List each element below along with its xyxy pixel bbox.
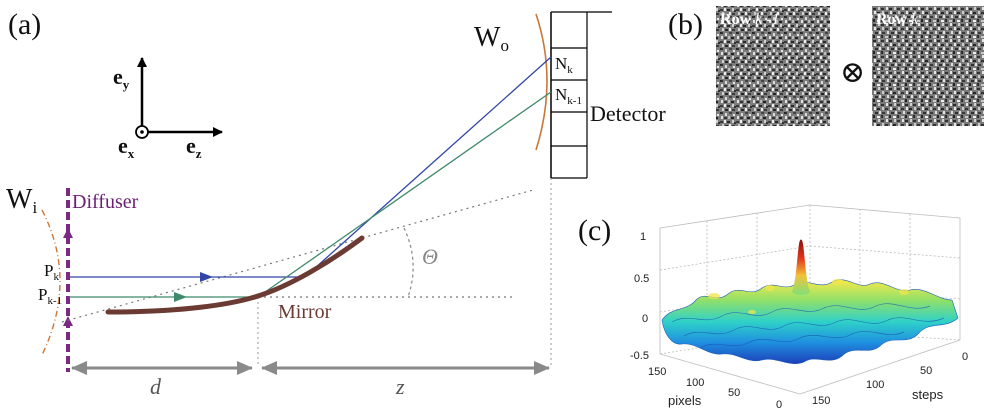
svg-text:Nk-1: Nk-1 <box>555 85 582 107</box>
correlation-3d-plot: 1 0.5 0 -0.5 150 100 50 0 pixels 150 100… <box>630 204 968 411</box>
cross-correlation-operator-icon: ⊗ <box>840 56 865 89</box>
pixel-nk-subscript: k <box>567 64 573 76</box>
pixel-nk1-subscript: k-1 <box>567 95 582 107</box>
pixels-tick-150: 150 <box>648 366 666 378</box>
pixels-tick-100: 100 <box>686 377 704 389</box>
panel-label-a: (a) <box>8 8 41 41</box>
speckle-right-index: k <box>911 11 919 28</box>
steps-tick-100: 100 <box>866 379 884 391</box>
ez-subscript: z <box>196 146 202 161</box>
correlation-surface <box>661 279 959 364</box>
wo-subscript: o <box>500 36 509 55</box>
mirror-label: Mirror <box>278 301 332 323</box>
svg-text:Pk-1: Pk-1 <box>38 285 62 307</box>
input-wavefront-arc <box>41 209 61 356</box>
svg-text:Row k: Row k <box>876 11 919 28</box>
svg-text:Pk: Pk <box>44 261 59 283</box>
pixel-nk1-label: N <box>555 85 567 104</box>
panel-label-c: (c) <box>578 214 611 247</box>
svg-text:Nk: Nk <box>555 54 573 76</box>
green-ray <box>69 91 552 302</box>
wo-label: W <box>474 22 501 53</box>
wi-label: W <box>6 184 33 215</box>
steps-tick-50: 50 <box>920 365 932 377</box>
point-pk-label: P <box>44 261 53 280</box>
point-pk1-subscript: k-1 <box>47 295 62 307</box>
pixels-tick-0: 0 <box>776 399 782 411</box>
steps-tick-150: 150 <box>812 395 830 407</box>
svg-text:ey: ey <box>113 64 130 92</box>
ez-label: e <box>186 133 196 158</box>
speckle-right-row-word: Row <box>876 11 908 28</box>
pixels-axis-label: pixels <box>668 393 702 408</box>
detector: Nk Nk-1 Detector <box>550 11 666 365</box>
distance-d-label: d <box>150 374 162 399</box>
pixel-nk-label: N <box>555 54 567 73</box>
svg-text:ex: ex <box>118 133 135 161</box>
z-tick-0.5: 0.5 <box>634 273 649 285</box>
output-wavefront-arc <box>535 13 548 151</box>
z-tick-0: 0 <box>642 313 648 325</box>
theta-label: Θ <box>422 244 438 269</box>
blue-ray <box>69 56 552 282</box>
theta-angle-arc <box>403 227 414 298</box>
svg-text:Row k -1: Row k -1 <box>720 11 780 28</box>
svg-text:Wo: Wo <box>474 22 509 55</box>
ey-label: e <box>113 64 123 89</box>
speckle-image-row-k <box>872 6 984 126</box>
panel-label-b: (b) <box>668 8 703 41</box>
pixels-tick-50: 50 <box>728 387 740 399</box>
svg-text:Wi: Wi <box>6 184 37 217</box>
point-pk1-label: P <box>38 285 47 304</box>
z-tick-1: 1 <box>640 231 646 243</box>
diffuser-arrow-up-icon <box>63 228 73 238</box>
green-ray-arrow-icon <box>174 292 187 302</box>
detector-label: Detector <box>590 101 666 126</box>
coordinate-axes: ey ex ez <box>113 57 223 161</box>
speckle-left-row-word: Row <box>720 11 752 28</box>
steps-axis-label: steps <box>912 387 944 402</box>
point-pk-subscript: k <box>53 271 59 283</box>
curved-mirror <box>105 235 365 315</box>
ex-subscript: x <box>128 146 135 161</box>
diffuser-arrow-up-icon-2 <box>63 316 73 326</box>
blue-ray-arrow-icon <box>200 272 213 282</box>
steps-tick-0: 0 <box>962 351 968 363</box>
distance-z-label: z <box>395 374 405 399</box>
svg-text:ez: ez <box>186 133 202 161</box>
z-tick-minus-0.5: -0.5 <box>630 350 649 362</box>
wi-subscript: i <box>32 198 37 217</box>
diffuser-label: Diffuser <box>72 191 139 213</box>
correlation-peak <box>792 239 810 295</box>
speckle-image-row-k-1 <box>716 6 830 126</box>
ex-label: e <box>118 133 128 158</box>
ey-subscript: y <box>123 77 130 92</box>
speckle-left-index: k -1 <box>755 11 779 28</box>
